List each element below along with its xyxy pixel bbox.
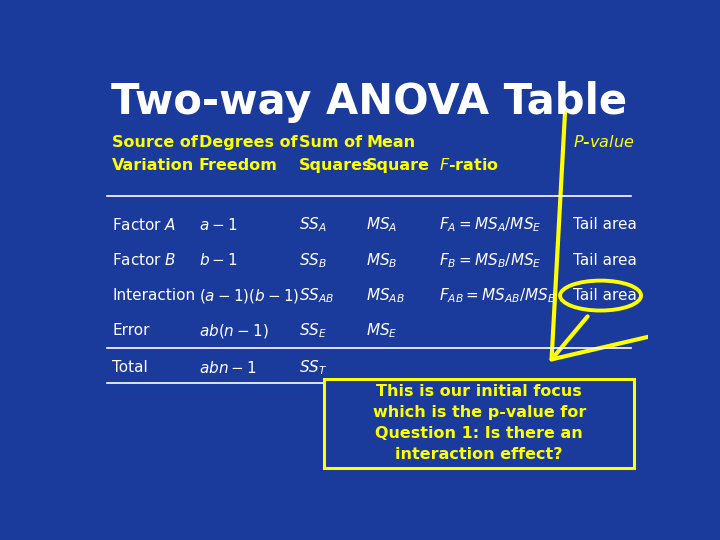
- Text: $F_A=MS_A/MS_E$: $F_A=MS_A/MS_E$: [438, 215, 541, 234]
- Text: $a-1$: $a-1$: [199, 217, 237, 233]
- Text: $(a-1)(b-1)$: $(a-1)(b-1)$: [199, 287, 299, 305]
- Text: Factor $B$: Factor $B$: [112, 252, 177, 268]
- Text: $F_B=MS_B/MS_E$: $F_B=MS_B/MS_E$: [438, 251, 541, 269]
- Text: Variation: Variation: [112, 158, 194, 173]
- Text: $SS_T$: $SS_T$: [300, 358, 328, 377]
- Text: Error: Error: [112, 323, 150, 339]
- Text: $MS_E$: $MS_E$: [366, 321, 397, 340]
- Text: $MS_A$: $MS_A$: [366, 215, 397, 234]
- Text: $MS_B$: $MS_B$: [366, 251, 397, 269]
- Text: Factor $A$: Factor $A$: [112, 217, 176, 233]
- Text: $F$-ratio: $F$-ratio: [438, 157, 499, 173]
- FancyBboxPatch shape: [324, 379, 634, 468]
- Text: Square: Square: [366, 158, 431, 173]
- Text: Total: Total: [112, 360, 148, 375]
- Text: $SS_A$: $SS_A$: [300, 215, 327, 234]
- Text: $P$-$value$: $P$-$value$: [572, 134, 634, 150]
- Text: This is our initial focus
which is the p-value for
Question 1: Is there an
inter: This is our initial focus which is the p…: [372, 384, 586, 462]
- Text: Tail area: Tail area: [572, 253, 636, 268]
- Text: Sum of: Sum of: [300, 135, 362, 150]
- Text: Source of: Source of: [112, 135, 198, 150]
- Text: $SS_{AB}$: $SS_{AB}$: [300, 286, 335, 305]
- Text: Tail area: Tail area: [572, 218, 636, 232]
- Text: Freedom: Freedom: [199, 158, 278, 173]
- Text: $SS_E$: $SS_E$: [300, 321, 328, 340]
- Text: $F_{AB}=MS_{AB}/MS_E$: $F_{AB}=MS_{AB}/MS_E$: [438, 286, 556, 305]
- Text: $abn-1$: $abn-1$: [199, 360, 256, 375]
- Text: $b-1$: $b-1$: [199, 252, 238, 268]
- Text: $ab(n-1)$: $ab(n-1)$: [199, 322, 269, 340]
- Text: Squares: Squares: [300, 158, 373, 173]
- Text: $MS_{AB}$: $MS_{AB}$: [366, 286, 405, 305]
- Text: Tail area: Tail area: [572, 288, 636, 303]
- Text: Mean: Mean: [366, 135, 415, 150]
- FancyArrowPatch shape: [552, 110, 720, 360]
- Text: Interaction: Interaction: [112, 288, 195, 303]
- Text: Degrees of: Degrees of: [199, 135, 297, 150]
- Text: $SS_B$: $SS_B$: [300, 251, 328, 269]
- Text: Two-way ANOVA Table: Two-way ANOVA Table: [111, 82, 627, 124]
